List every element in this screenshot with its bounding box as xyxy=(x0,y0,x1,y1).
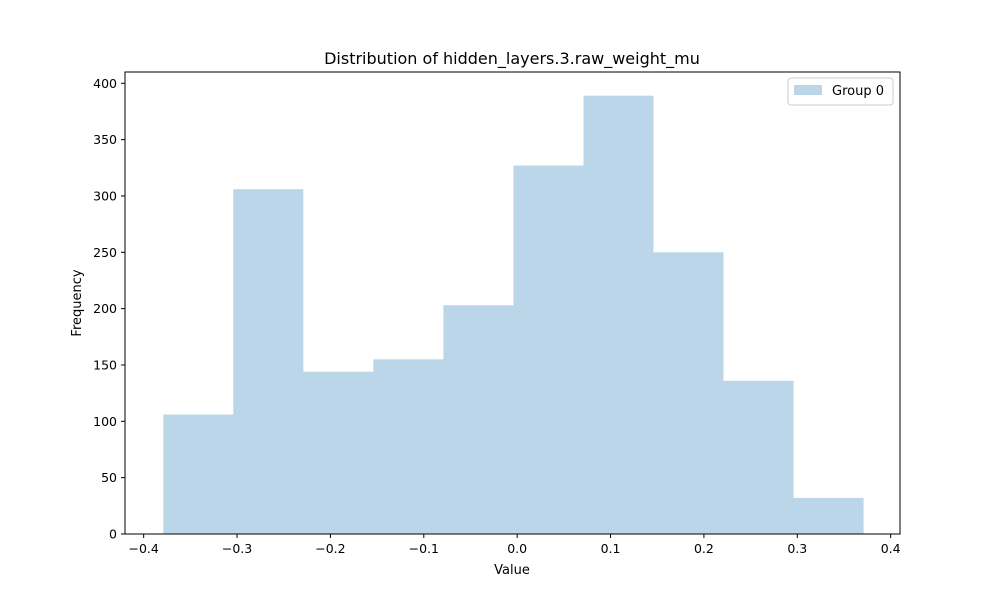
y-tick-label: 100 xyxy=(93,414,117,429)
x-tick-label: 0.3 xyxy=(787,541,807,556)
histogram-bar xyxy=(513,165,584,534)
axes-frame xyxy=(124,71,901,535)
x-tick-label: −0.4 xyxy=(128,541,158,556)
x-tick-label: 0.0 xyxy=(507,541,527,556)
x-tick-label: −0.1 xyxy=(409,541,439,556)
legend-label: Group 0 xyxy=(832,84,884,99)
y-tick-label: 400 xyxy=(93,76,117,91)
histogram-bar xyxy=(723,380,794,534)
x-tick-label: −0.3 xyxy=(222,541,252,556)
y-tick-label: 50 xyxy=(101,470,117,485)
x-tick-label: −0.2 xyxy=(315,541,345,556)
x-tick-label: 0.2 xyxy=(694,541,714,556)
histogram-bar xyxy=(233,189,304,534)
histogram-bar xyxy=(793,497,864,534)
histogram-bar xyxy=(373,359,444,534)
x-axis-ticks: −0.4 −0.3 −0.2 −0.1 0.0 0.1 0.2 0.3 0.4 xyxy=(128,534,901,556)
legend-box xyxy=(787,77,894,106)
x-tick-label: 0.4 xyxy=(881,541,901,556)
chart-title: Distribution of hidden_layers.3.raw_weig… xyxy=(324,49,700,69)
y-axis-label: Frequency xyxy=(70,269,85,336)
bars-group xyxy=(163,95,864,535)
histogram-bar xyxy=(303,371,374,534)
y-tick-label: 350 xyxy=(93,132,117,147)
x-axis-label: Value xyxy=(494,563,530,578)
legend: Group 0 xyxy=(787,77,894,106)
y-tick-label: 200 xyxy=(93,301,117,316)
histogram-bar xyxy=(583,95,654,534)
y-tick-label: 250 xyxy=(93,245,117,260)
histogram-bar xyxy=(653,252,724,535)
legend-swatch xyxy=(794,85,822,95)
y-tick-label: 300 xyxy=(93,188,117,203)
y-tick-label: 150 xyxy=(93,357,117,372)
histogram-bar xyxy=(443,305,514,534)
x-tick-label: 0.1 xyxy=(601,541,621,556)
y-tick-label: 0 xyxy=(109,527,117,542)
y-axis-ticks: 0 50 100 150 200 250 300 350 400 xyxy=(93,76,125,542)
histogram-bar xyxy=(163,414,234,534)
